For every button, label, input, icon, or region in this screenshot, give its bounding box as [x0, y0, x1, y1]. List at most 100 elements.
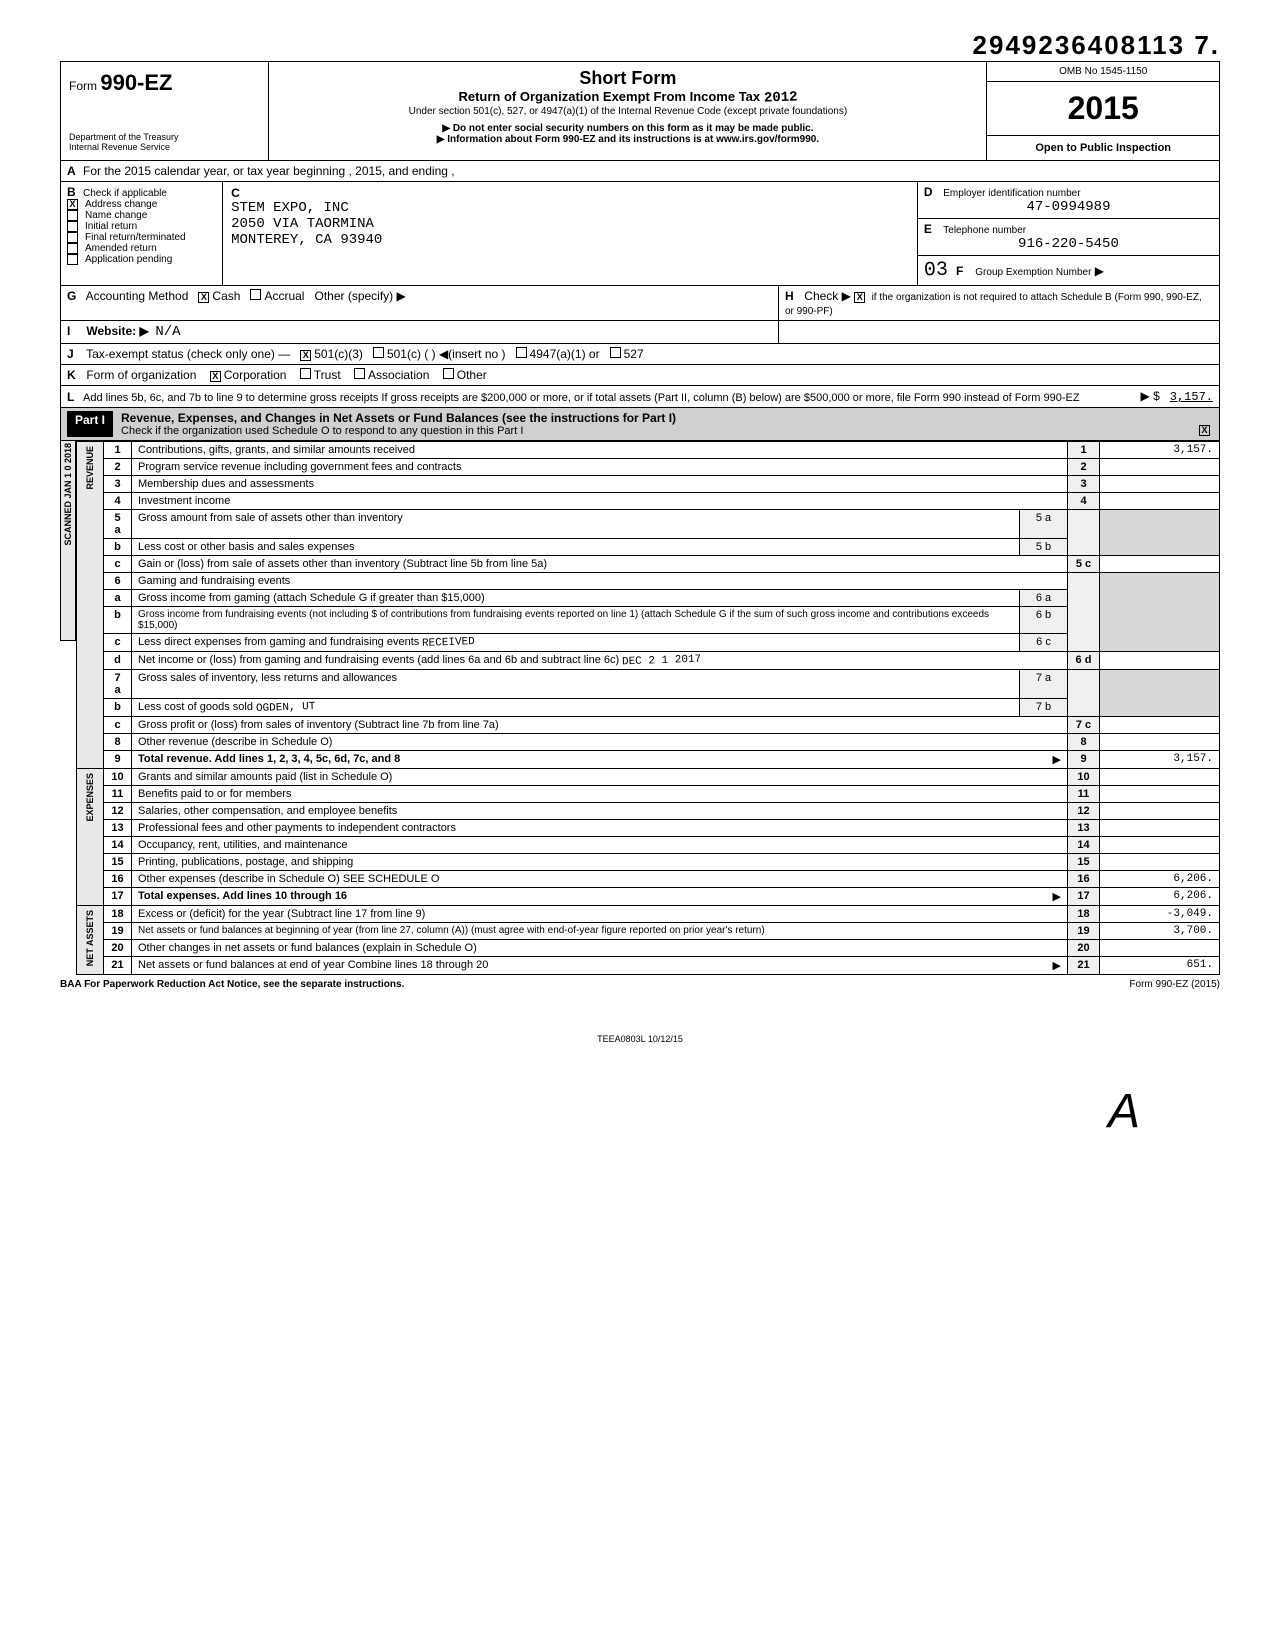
lbl-501c: 501(c) ( ) ◀(insert no ) — [387, 347, 506, 361]
chk-schedule-o-part1[interactable] — [1199, 425, 1210, 436]
form-info-url: ▶ Information about Form 990-EZ and its … — [275, 134, 980, 145]
omb-number: OMB No 1545-1150 — [987, 62, 1219, 82]
chk-address-change[interactable] — [67, 199, 78, 210]
chk-corporation[interactable] — [210, 371, 221, 382]
chk-amended[interactable] — [67, 243, 78, 254]
ln7c-r: 7 c — [1068, 717, 1100, 734]
lbl-name-change: Name change — [85, 210, 147, 221]
lbl-corporation: Corporation — [224, 368, 287, 382]
handwritten-f: 03 — [924, 259, 949, 283]
ln1-desc: Contributions, gifts, grants, and simila… — [132, 442, 1068, 459]
ln4-desc: Investment income — [132, 493, 1068, 510]
part1-title: Revenue, Expenses, and Changes in Net As… — [121, 411, 1213, 425]
chk-pending[interactable] — [67, 254, 78, 265]
l-arrow: ▶ $ — [1141, 389, 1160, 403]
chk-accrual[interactable] — [250, 289, 261, 300]
chk-trust[interactable] — [300, 368, 311, 379]
chk-cash[interactable] — [198, 292, 209, 303]
form-number: 990-EZ — [100, 70, 172, 95]
ln6b-mid: 6 b — [1020, 607, 1068, 634]
ln7a-num: 7 a — [104, 670, 132, 699]
ln12-r: 12 — [1068, 803, 1100, 820]
b-check-label: Check if applicable — [83, 188, 167, 199]
line-a-text: For the 2015 calendar year, or tax year … — [83, 164, 455, 178]
chk-501c3[interactable] — [300, 350, 311, 361]
chk-schedule-b[interactable] — [854, 292, 865, 303]
side-netassets: NET ASSETS — [83, 908, 97, 968]
form-under: Under section 501(c), 527, or 4947(a)(1)… — [275, 106, 980, 117]
ln2-desc: Program service revenue including govern… — [132, 459, 1068, 476]
ln6d-desc: Net income or (loss) from gaming and fun… — [132, 652, 1068, 670]
ln20-num: 20 — [104, 940, 132, 957]
part1-sub: Check if the organization used Schedule … — [121, 425, 523, 437]
i-label: Website: ▶ — [86, 324, 148, 338]
l-text: Add lines 5b, 6c, and 7b to line 9 to de… — [83, 392, 1080, 404]
ln7c-val — [1100, 717, 1220, 734]
ln19-num: 19 — [104, 923, 132, 940]
ln11-r: 11 — [1068, 786, 1100, 803]
chk-other-org[interactable] — [443, 368, 454, 379]
ln6d-val — [1100, 652, 1220, 670]
ln7b-num: b — [104, 699, 132, 717]
label-g: G — [67, 289, 83, 303]
e-label: Telephone number — [943, 225, 1026, 236]
ln2-num: 2 — [104, 459, 132, 476]
ln6-num: 6 — [104, 573, 132, 590]
side-revenue: REVENUE — [83, 444, 97, 492]
form-subtitle: Return of Organization Exempt From Incom… — [458, 89, 760, 104]
chk-527[interactable] — [610, 347, 621, 358]
ln3-val — [1100, 476, 1220, 493]
chk-4947[interactable] — [516, 347, 527, 358]
chk-name-change[interactable] — [67, 210, 78, 221]
ln3-desc: Membership dues and assessments — [132, 476, 1068, 493]
chk-501c[interactable] — [373, 347, 384, 358]
form-header: Form 990-EZ Department of the Treasury I… — [60, 61, 1220, 161]
ln7a-mid: 7 a — [1020, 670, 1068, 699]
ln12-val — [1100, 803, 1220, 820]
ln14-val — [1100, 837, 1220, 854]
ln17-desc: Total expenses. Add lines 10 through 16 … — [132, 888, 1068, 906]
ln1-num: 1 — [104, 442, 132, 459]
ln10-num: 10 — [104, 769, 132, 786]
ln2-val — [1100, 459, 1220, 476]
lbl-other-method: Other (specify) ▶ — [314, 289, 405, 303]
h-text1: Check ▶ — [804, 289, 851, 303]
ln7b-mid: 7 b — [1020, 699, 1068, 717]
chk-association[interactable] — [354, 368, 365, 379]
ln15-desc: Printing, publications, postage, and shi… — [132, 854, 1068, 871]
lbl-association: Association — [368, 368, 429, 382]
org-addr2: MONTEREY, CA 93940 — [231, 232, 909, 248]
label-a: A — [67, 164, 83, 178]
phone-value: 916-220-5450 — [924, 236, 1213, 252]
ln15-val — [1100, 854, 1220, 871]
chk-final-return[interactable] — [67, 232, 78, 243]
ln14-desc: Occupancy, rent, utilities, and maintena… — [132, 837, 1068, 854]
ln5a-desc: Gross amount from sale of assets other t… — [132, 510, 1020, 539]
label-l: L — [67, 390, 83, 404]
document-number: 2949236408113 7. — [60, 30, 1220, 61]
ln6a-mid: 6 a — [1020, 590, 1068, 607]
ln8-val — [1100, 734, 1220, 751]
ln7c-desc: Gross profit or (loss) from sales of inv… — [132, 717, 1068, 734]
lbl-pending: Application pending — [85, 254, 172, 265]
ln14-num: 14 — [104, 837, 132, 854]
org-addr1: 2050 VIA TAORMINA — [231, 216, 909, 232]
footer-right: Form 990-EZ (2015) — [1129, 979, 1220, 990]
chk-initial-return[interactable] — [67, 221, 78, 232]
signature-mark: A — [60, 1084, 1220, 1139]
ln2-r: 2 — [1068, 459, 1100, 476]
ln21-val: 651. — [1100, 957, 1220, 975]
ln5c-val — [1100, 556, 1220, 573]
label-b: B — [67, 185, 83, 199]
ln16-desc: Other expenses (describe in Schedule O) … — [132, 871, 1068, 888]
ln8-desc: Other revenue (describe in Schedule O) — [132, 734, 1068, 751]
ln1-val: 3,157. — [1100, 442, 1220, 459]
ln6c-num: c — [104, 634, 132, 652]
ln20-desc: Other changes in net assets or fund bala… — [132, 940, 1068, 957]
ln4-r: 4 — [1068, 493, 1100, 510]
ln4-num: 4 — [104, 493, 132, 510]
label-j: J — [67, 347, 83, 361]
ln17-r: 17 — [1068, 888, 1100, 906]
lbl-final-return: Final return/terminated — [85, 232, 186, 243]
ln18-r: 18 — [1068, 906, 1100, 923]
